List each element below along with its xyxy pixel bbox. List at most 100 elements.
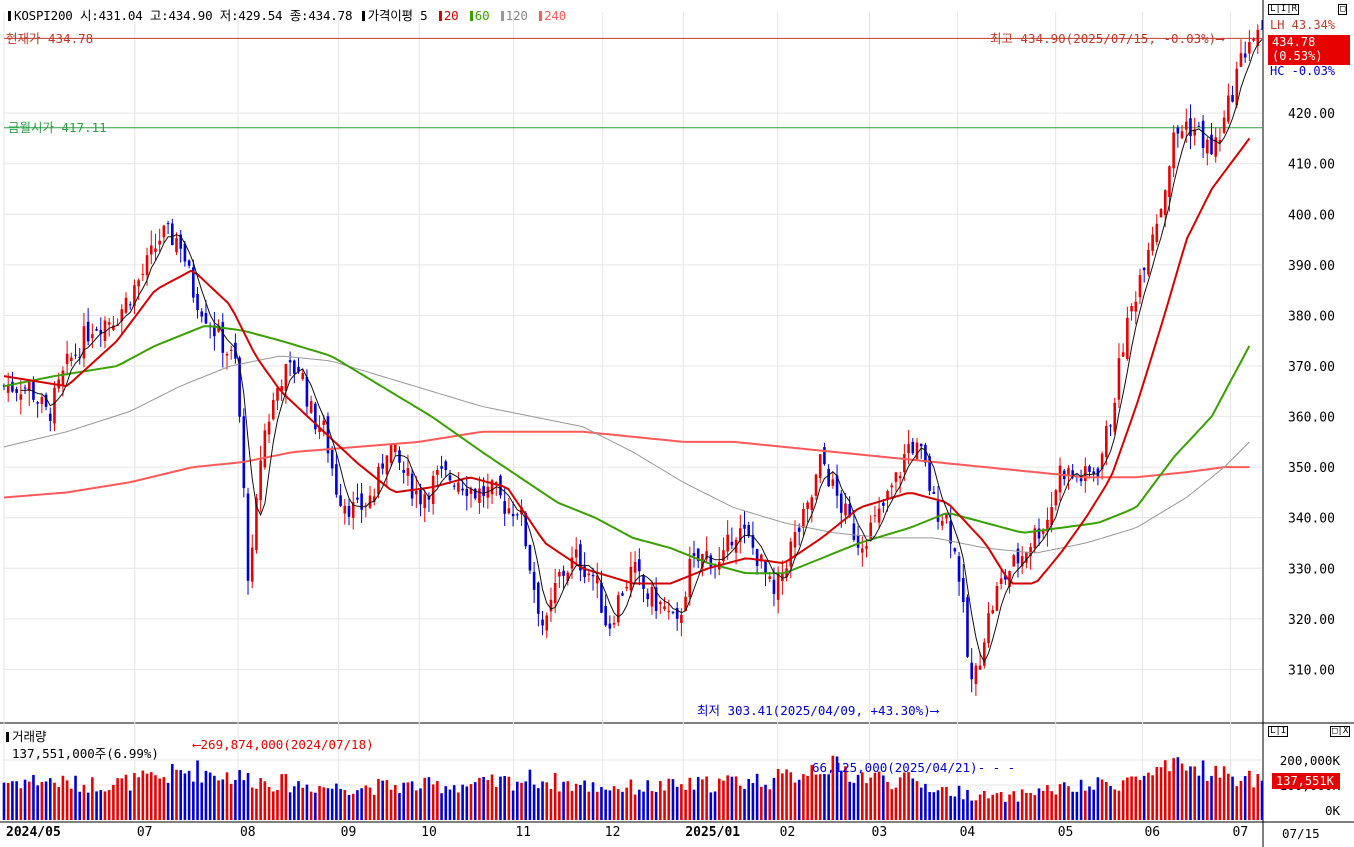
volume-bar xyxy=(696,777,700,820)
candle-body xyxy=(95,329,98,331)
candle-body xyxy=(1151,234,1154,251)
candle-body xyxy=(196,293,199,311)
candle-body xyxy=(1214,137,1218,157)
volume-bar xyxy=(1201,760,1205,820)
candle-body xyxy=(953,548,957,552)
candle-body xyxy=(360,493,363,510)
candle-body xyxy=(890,485,894,488)
candle-body xyxy=(347,505,351,517)
volume-bar xyxy=(802,774,805,820)
volume-bar xyxy=(856,774,860,820)
volume-bar xyxy=(1071,791,1074,820)
volume-bar xyxy=(1113,789,1117,820)
volume-bar xyxy=(1033,795,1037,820)
candle-body xyxy=(200,311,204,317)
candle-body xyxy=(1058,465,1062,493)
ma5-label[interactable]: 5 xyxy=(420,8,428,23)
ma120-label[interactable]: 120 xyxy=(505,8,528,23)
volume-bar xyxy=(175,769,178,820)
ma240-label[interactable]: 240 xyxy=(544,8,567,23)
volume-bar xyxy=(503,776,506,820)
candle-body xyxy=(789,541,793,567)
candle-body xyxy=(869,522,873,540)
volume-bar xyxy=(448,789,452,820)
candle-body xyxy=(1159,209,1163,218)
volume-bar xyxy=(755,773,759,820)
volume-bar xyxy=(768,789,772,820)
candle-body xyxy=(781,573,784,582)
volume-bar xyxy=(53,782,56,820)
candle-body xyxy=(730,541,734,546)
candle-body xyxy=(381,463,384,469)
minimize-button[interactable]: □ xyxy=(1338,4,1348,15)
volume-bar xyxy=(894,787,898,820)
candle-body xyxy=(19,394,23,400)
volume-bar xyxy=(398,792,401,820)
price-tick-label: 420.00 xyxy=(1288,107,1335,122)
volume-bar xyxy=(574,783,578,820)
volume-bar xyxy=(629,779,633,820)
volume-bar xyxy=(591,782,595,820)
price-tick-label: 320.00 xyxy=(1288,613,1335,628)
candle-body xyxy=(385,455,389,475)
candle-body xyxy=(886,490,889,500)
volume-bar xyxy=(339,788,342,820)
candle-body xyxy=(1100,453,1104,470)
candle-body xyxy=(1138,275,1142,298)
volume-bar xyxy=(65,780,69,820)
volume-bar xyxy=(15,781,18,820)
lh-label: LH 43.34% xyxy=(1270,18,1336,32)
volume-bar xyxy=(187,770,191,820)
volume-bar xyxy=(1105,781,1108,820)
volume-bar xyxy=(217,780,220,820)
date-tick-label: 07 xyxy=(1233,825,1249,840)
candle-body xyxy=(675,607,679,619)
candle-body xyxy=(776,573,780,600)
high-label: 고:434.90 xyxy=(149,8,213,23)
candle-body xyxy=(452,485,456,487)
volume-bar xyxy=(541,781,544,820)
price-tick-label: 310.00 xyxy=(1288,663,1335,678)
volume-bar xyxy=(444,786,448,820)
candle-body xyxy=(541,619,544,626)
volume-bar xyxy=(343,790,347,820)
volume-bar xyxy=(1231,776,1234,820)
candle-body xyxy=(995,585,999,611)
ma60-label[interactable]: 60 xyxy=(474,8,490,23)
volume-bar xyxy=(907,772,910,820)
volume-bar xyxy=(410,781,414,820)
candle-body xyxy=(1092,471,1096,475)
volume-bar xyxy=(1020,789,1024,820)
volume-bar xyxy=(494,786,498,820)
ma20-label[interactable]: 20 xyxy=(443,8,459,23)
volume-bar xyxy=(335,783,338,820)
volume-bar xyxy=(457,792,460,820)
candle-body xyxy=(861,548,864,553)
candle-body xyxy=(53,387,56,424)
volume-bar xyxy=(1083,790,1087,820)
volume-bar xyxy=(166,782,170,820)
volume-bar xyxy=(873,772,877,820)
scale-toggle-button[interactable]: L|I|R xyxy=(1268,4,1300,15)
volume-bar xyxy=(730,776,734,820)
volume-scale-button[interactable]: L|I xyxy=(1268,726,1289,737)
volume-bar xyxy=(183,773,187,820)
candle-body xyxy=(137,280,140,287)
candle-body xyxy=(335,464,338,495)
volume-bar xyxy=(154,775,157,820)
hc-label: HC -0.03% xyxy=(1270,64,1336,78)
candle-body xyxy=(924,444,927,463)
volume-bar xyxy=(1075,791,1079,820)
candle-body xyxy=(183,243,187,262)
candle-body xyxy=(1109,425,1112,427)
candle-body xyxy=(490,480,494,495)
volume-bar xyxy=(486,780,490,820)
volume-close-button[interactable]: □|X xyxy=(1330,726,1351,737)
candle-body xyxy=(818,454,822,478)
price-tick-label: 330.00 xyxy=(1288,562,1335,577)
candle-body xyxy=(1180,131,1184,139)
volume-bar xyxy=(179,770,183,820)
volume-bar xyxy=(848,781,851,820)
symbol-label: KOSPI200 xyxy=(14,8,73,23)
candle-body xyxy=(898,475,902,479)
